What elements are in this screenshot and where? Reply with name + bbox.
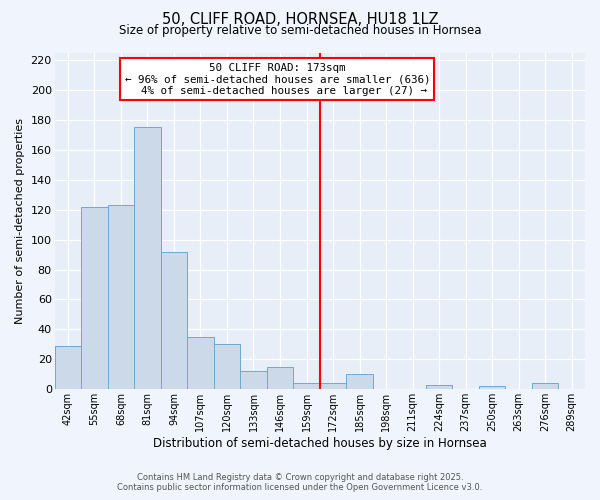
Bar	[293, 384, 320, 390]
Bar	[134, 128, 161, 390]
Bar	[55, 346, 81, 390]
X-axis label: Distribution of semi-detached houses by size in Hornsea: Distribution of semi-detached houses by …	[153, 437, 487, 450]
Text: 50, CLIFF ROAD, HORNSEA, HU18 1LZ: 50, CLIFF ROAD, HORNSEA, HU18 1LZ	[161, 12, 439, 28]
Bar	[187, 337, 214, 390]
Bar	[320, 384, 346, 390]
Bar	[214, 344, 240, 390]
Bar	[532, 384, 559, 390]
Bar	[107, 205, 134, 390]
Bar	[267, 367, 293, 390]
Bar	[81, 206, 107, 390]
Text: Contains HM Land Registry data © Crown copyright and database right 2025.
Contai: Contains HM Land Registry data © Crown c…	[118, 473, 482, 492]
Bar	[161, 252, 187, 390]
Bar	[426, 385, 452, 390]
Text: Size of property relative to semi-detached houses in Hornsea: Size of property relative to semi-detach…	[119, 24, 481, 37]
Bar	[240, 372, 267, 390]
Y-axis label: Number of semi-detached properties: Number of semi-detached properties	[15, 118, 25, 324]
Bar	[479, 386, 505, 390]
Text: 50 CLIFF ROAD: 173sqm
← 96% of semi-detached houses are smaller (636)
  4% of se: 50 CLIFF ROAD: 173sqm ← 96% of semi-deta…	[125, 62, 430, 96]
Bar	[346, 374, 373, 390]
